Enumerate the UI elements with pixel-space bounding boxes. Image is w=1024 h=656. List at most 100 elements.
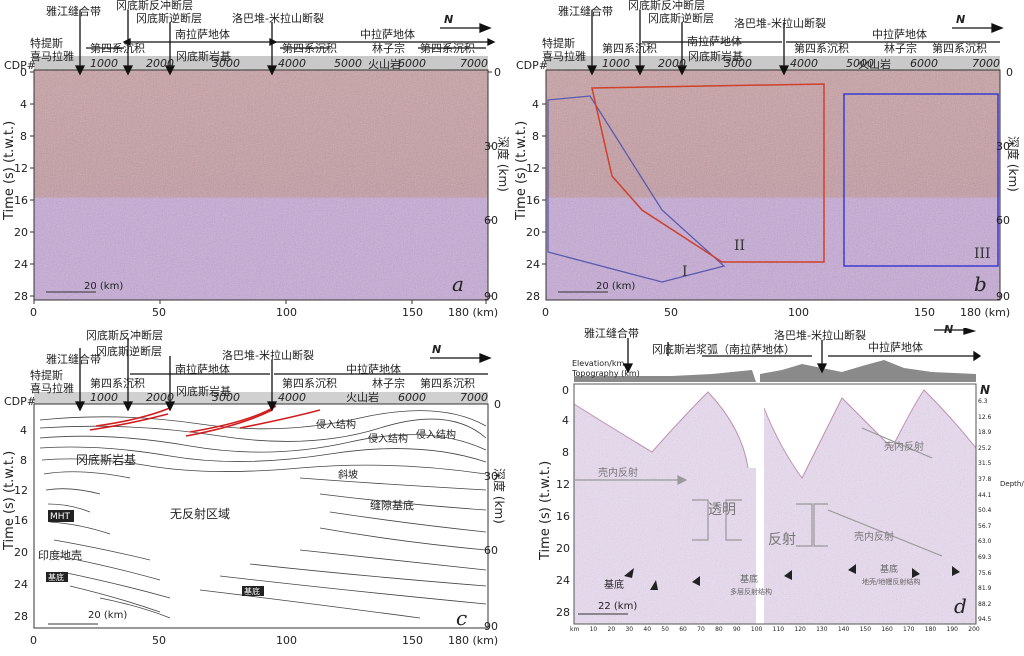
y-tick: 16 [556, 510, 570, 523]
depth-tick: 25.2 [978, 444, 992, 452]
annotation-reflective: 反射 [768, 532, 796, 548]
x-tick: 200 [968, 626, 980, 633]
x-tick: 100 [276, 306, 297, 319]
strip-quaternary-1: 第四系沉积 [90, 377, 145, 390]
x-tick: 0 [542, 306, 549, 319]
depth-tick: 44.1 [978, 491, 992, 499]
cdp-tick: 1000 [90, 57, 118, 70]
x-tick: 60 [679, 626, 687, 633]
x-tick: 170 [903, 626, 915, 633]
panel-b-figure [542, 10, 1004, 301]
depth-tick: 30 [996, 140, 1010, 153]
x-tick: 80 [715, 626, 723, 633]
cdp-label: CDP# [4, 395, 37, 408]
scale-bar-label: 22 (km) [598, 601, 638, 612]
annotation-basement: 缝隙基底 [370, 499, 414, 512]
cdp-tick: 1000 [90, 391, 118, 404]
y-tick: 28 [526, 290, 540, 303]
y-tick: 16 [14, 514, 28, 527]
label-gangdese-backthrust: 冈底斯反冲断层 [86, 329, 163, 342]
cdp-tick: 2000 [658, 57, 686, 70]
label-gangdese-thrust: 冈底斯逆断层 [648, 12, 714, 25]
x-tick: 130 [816, 626, 828, 633]
strip-volcanics: 火山岩 [368, 58, 401, 71]
x-tick: 180 [924, 626, 937, 633]
depth-tick: 90 [484, 290, 498, 303]
strip-quaternary-2: 第四系沉积 [282, 42, 337, 55]
depth-tick: 69.3 [978, 553, 992, 561]
x-tick: 100 [276, 634, 297, 647]
strip-linzizong: 林子宗 [372, 377, 405, 390]
scale-bar-label: 20 (km) [88, 610, 128, 621]
strip-himalaya: 喜马拉雅 [30, 382, 74, 395]
label-lobadui-milashan-fault: 洛巴堆-米拉山断裂 [232, 12, 324, 25]
label-gangdese-arc: 冈底斯岩浆弧（南拉萨地体） [652, 343, 795, 356]
annotation-basement-box: 基底 [244, 587, 260, 596]
panel-d: 雅江缝合带 冈底斯岩浆弧（南拉萨地体） 洛巴堆-米拉山断裂 中拉萨地体 N El… [512, 324, 1024, 656]
strip-linzizong: 林子宗 [372, 42, 405, 55]
strip-south-lhasa: 南拉萨地体 [175, 28, 230, 41]
depth-tick: 0 [494, 398, 501, 411]
region-label-I: I [682, 264, 688, 280]
annotation-ramp: 斜坡 [338, 470, 358, 481]
y-tick: 24 [14, 578, 28, 591]
cdp-tick: 3000 [212, 57, 240, 70]
strip-himalaya: 喜马拉雅 [30, 50, 74, 63]
label-lobadui-milashan-fault: 洛巴堆-米拉山断裂 [222, 349, 314, 362]
panel-a: 雅江缝合带 冈底斯反冲断层 冈底斯逆断层 洛巴堆-米拉山断裂 N 特提斯 喜马拉… [0, 0, 510, 328]
region-label-II: II [734, 238, 746, 254]
depth-tick: 30 [484, 470, 498, 483]
x-tick: 20 [607, 626, 616, 633]
strip-quaternary-1: 第四系沉积 [602, 42, 657, 55]
y-axis-label: Time (s) (t.w.t.) [2, 450, 17, 550]
annotation-multi-reflection: 多层反射结构 [730, 588, 772, 596]
panel-b: 雅江缝合带 冈底斯反冲断层 冈底斯逆断层 洛巴堆-米拉山断裂 N 特提斯 喜马拉… [512, 0, 1024, 328]
panel-letter: b [974, 272, 987, 296]
panel-d-figure [573, 328, 982, 625]
x-ticks: km 10 20 30 40 50 60 70 80 90 100 110 12… [570, 626, 980, 633]
y-tick: 16 [526, 194, 540, 207]
north-arrow-label: N [432, 343, 442, 356]
annotation-basement-box: 基底 [48, 573, 64, 582]
x-tick: 150 [914, 306, 935, 319]
cdp-tick: 4000 [278, 391, 306, 404]
north-marker: N [980, 383, 991, 397]
annotation-basement: 基底 [880, 565, 899, 575]
cdp-tick: 4000 [278, 57, 306, 70]
depth-ticks: 6.3 12.6 18.9 25.2 31.5 37.8 44.1 50.4 5… [978, 394, 991, 628]
cdp-tick: 5000 [846, 57, 874, 70]
y-tick: 4 [562, 414, 569, 427]
cdp-tick: 4000 [790, 57, 818, 70]
depth-tick: 30 [484, 140, 498, 153]
y-tick: 20 [14, 546, 28, 559]
strip-himalaya: 喜马拉雅 [542, 50, 586, 63]
reflection-lines [39, 410, 487, 619]
strip-gangdese-batholith: 冈底斯岩基 [176, 50, 231, 63]
depth-label: Depth/km [1000, 480, 1024, 488]
y-tick: 20 [14, 226, 28, 239]
panel-c-figure [33, 338, 492, 629]
x-tick: 50 [664, 306, 678, 319]
annotation-intracrustal: 壳内反射 [854, 532, 894, 543]
depth-tick: 56.7 [978, 522, 992, 530]
y-tick: 12 [14, 162, 28, 175]
x-tick: 110 [772, 626, 785, 633]
label-yarlung-suture: 雅江缝合带 [46, 5, 101, 18]
depth-tick: 60 [484, 544, 498, 557]
x-tick: 180 (km) [448, 306, 499, 319]
y-tick: 12 [14, 484, 28, 497]
y-tick: 24 [14, 258, 28, 271]
strip-tethys: 特提斯 [542, 37, 575, 50]
panel-a-figure [30, 10, 496, 304]
y-tick: 0 [562, 384, 569, 397]
y-tick: 24 [556, 574, 570, 587]
elevation-label: Elevation/km [572, 359, 625, 368]
strip-quaternary-2: 第四系沉积 [282, 377, 337, 390]
x-tick: 140 [837, 626, 850, 633]
scale-bar-label: 20 (km) [84, 281, 124, 292]
x-tick: 50 [152, 306, 166, 319]
x-tick: 70 [697, 626, 705, 633]
x-tick: 100 [750, 626, 763, 633]
y-tick: 8 [20, 130, 27, 143]
x-tick: 150 [402, 306, 423, 319]
